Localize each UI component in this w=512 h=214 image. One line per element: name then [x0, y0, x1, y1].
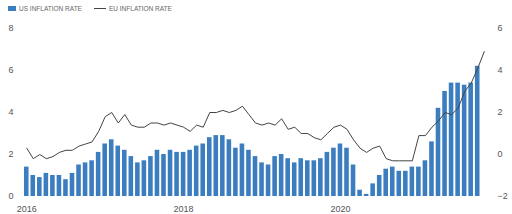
svg-text:2: 2 — [498, 107, 503, 117]
svg-text:4: 4 — [8, 107, 13, 117]
svg-text:6: 6 — [8, 65, 13, 75]
svg-text:−2: −2 — [498, 191, 508, 201]
svg-text:2016: 2016 — [17, 204, 37, 214]
svg-text:4: 4 — [498, 65, 503, 75]
svg-text:0: 0 — [498, 149, 503, 159]
svg-text:8: 8 — [8, 23, 13, 33]
html-text:US INFLATION RATE: US INFLATION RATE — [19, 4, 82, 12]
svg-text:0: 0 — [8, 191, 13, 201]
svg-text:2018: 2018 — [174, 204, 194, 214]
svg-text:2020: 2020 — [330, 204, 350, 214]
svg-text:6: 6 — [498, 23, 503, 33]
svg-text:2: 2 — [8, 149, 13, 159]
html-text:EU INFLATION RATE: EU INFLATION RATE — [109, 4, 172, 12]
